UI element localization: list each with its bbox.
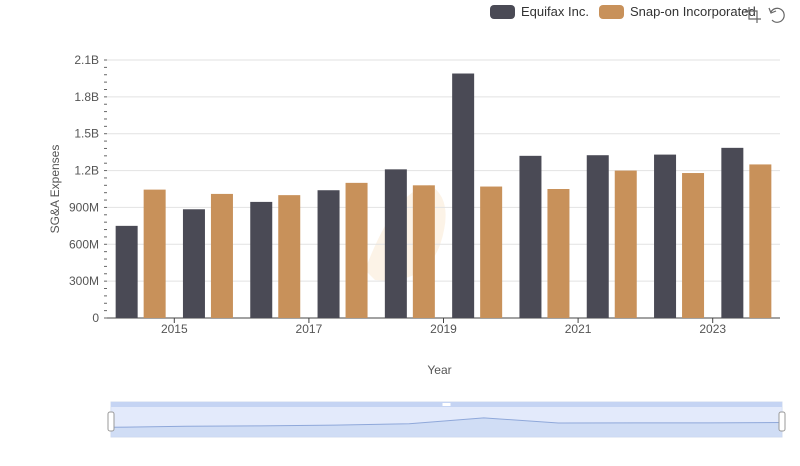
bar-snap-on-2018[interactable] [412, 185, 435, 318]
y-tick-label: 1.8B [74, 90, 99, 104]
datazoom-handle-right[interactable] [778, 411, 786, 432]
x-tick-label: 2015 [161, 322, 188, 336]
bar-snap-on-2021[interactable] [614, 170, 637, 318]
bar-snap-on-2016[interactable] [278, 195, 301, 318]
bar-equifax-2017[interactable] [317, 190, 340, 318]
legend-item-equifax[interactable]: Equifax Inc. [490, 4, 589, 19]
y-tick-label: 300M [69, 274, 99, 288]
y-tick-label: 2.1B [74, 53, 99, 67]
bar-snap-on-2022[interactable] [682, 173, 705, 318]
zoom-icon[interactable] [744, 6, 762, 24]
x-tick-label: 2023 [699, 322, 726, 336]
bar-snap-on-2015[interactable] [210, 193, 233, 318]
y-tick-label: 1.2B [74, 164, 99, 178]
bar-snap-on-2014[interactable] [143, 189, 166, 318]
bar-snap-on-2019[interactable] [480, 186, 503, 318]
bar-equifax-2014[interactable] [115, 225, 138, 318]
x-axis-title: Year [427, 363, 451, 377]
bar-snap-on-2017[interactable] [345, 182, 368, 318]
bar-equifax-2021[interactable] [586, 155, 609, 318]
y-tick-label: 1.5B [74, 127, 99, 141]
y-tick-label: 900M [69, 200, 99, 214]
toolbox [744, 6, 786, 24]
y-tick-label: 0 [92, 311, 99, 325]
legend-swatch-snap-on [598, 4, 624, 19]
legend-swatch-equifax [490, 4, 515, 19]
bar-equifax-2020[interactable] [519, 155, 542, 318]
y-axis-title: SG&A Expenses [48, 145, 62, 234]
restore-icon[interactable] [768, 6, 786, 24]
bar-snap-on-2020[interactable] [547, 189, 570, 318]
bar-snap-on-2023[interactable] [749, 164, 772, 318]
legend: Equifax Inc. Snap-on Incorporated [490, 4, 756, 19]
bar-equifax-2018[interactable] [384, 169, 407, 318]
bar-equifax-2019[interactable] [452, 73, 475, 318]
datazoom-preview-line [110, 417, 783, 428]
legend-label-snap-on: Snap-on Incorporated [629, 4, 756, 19]
bar-equifax-2022[interactable] [654, 154, 677, 318]
legend-label-equifax: Equifax Inc. [521, 4, 589, 19]
x-tick-label: 2021 [565, 322, 592, 336]
bar-equifax-2016[interactable] [250, 201, 273, 318]
y-tick-label: 600M [69, 237, 99, 251]
datazoom-grip[interactable] [442, 403, 451, 406]
bar-equifax-2023[interactable] [721, 147, 744, 318]
bar-equifax-2015[interactable] [182, 209, 205, 318]
x-tick-label: 2019 [430, 322, 457, 336]
x-tick-label: 2017 [296, 322, 323, 336]
datazoom-handle-left[interactable] [107, 411, 115, 432]
datazoom-preview-area [111, 417, 782, 437]
legend-item-snap-on[interactable]: Snap-on Incorporated [598, 4, 756, 19]
